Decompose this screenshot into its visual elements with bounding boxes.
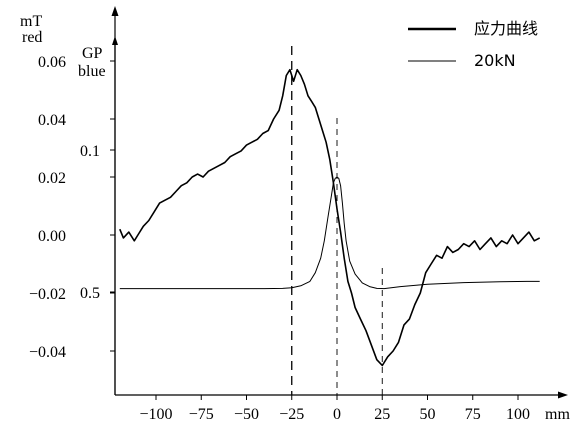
x-tick-label: 50 bbox=[420, 406, 436, 423]
x-tick-label: −25 bbox=[279, 406, 304, 423]
x-tick-label: −75 bbox=[189, 406, 214, 423]
left-tick-label: 0.04 bbox=[38, 112, 66, 129]
left-tick-label: −0.02 bbox=[29, 286, 66, 303]
series-layer bbox=[119, 68, 541, 367]
right-tick-label-0.1: 0.1 bbox=[80, 143, 100, 160]
series-line-stress bbox=[119, 68, 541, 367]
left-axis-ticks: 0.06 0.04 0.02 0.00 −0.02 −0.04 bbox=[29, 54, 115, 361]
legend-label-series-1: 应力曲线 bbox=[474, 19, 538, 38]
left-tick-label: 0.06 bbox=[38, 54, 66, 71]
reference-lines bbox=[291, 46, 383, 395]
right-tick-label-0.5: 0.5 bbox=[80, 285, 100, 302]
right-axis-title-line-1: GP bbox=[82, 45, 103, 62]
legend-label-series-2: 20kN bbox=[474, 51, 516, 70]
left-axis-title-line-2: red bbox=[22, 29, 42, 46]
left-tick-label: 0.00 bbox=[38, 228, 66, 245]
x-tick-label: 25 bbox=[374, 406, 390, 423]
left-y-axis-arrow bbox=[111, 6, 119, 16]
left-tick-label: −0.04 bbox=[29, 344, 66, 361]
x-tick-label: 0 bbox=[333, 406, 341, 423]
x-tick-label: −50 bbox=[234, 406, 259, 423]
x-axis-title: mm bbox=[545, 406, 570, 423]
x-axis-arrow bbox=[558, 391, 568, 399]
x-tick-label: 75 bbox=[465, 406, 481, 423]
series-line-20kn bbox=[119, 176, 540, 290]
right-axis-title-line-2: blue bbox=[78, 63, 106, 80]
x-tick-label: 100 bbox=[506, 406, 530, 423]
left-axis-title-line-1: mT bbox=[20, 13, 42, 30]
right-y-axis-arrow bbox=[112, 36, 118, 45]
x-tick-label: −100 bbox=[139, 406, 172, 423]
left-tick-label: 0.02 bbox=[38, 170, 66, 187]
x-axis-ticks: −100 −75 −50 −25 0 25 50 75 100 bbox=[139, 395, 530, 423]
